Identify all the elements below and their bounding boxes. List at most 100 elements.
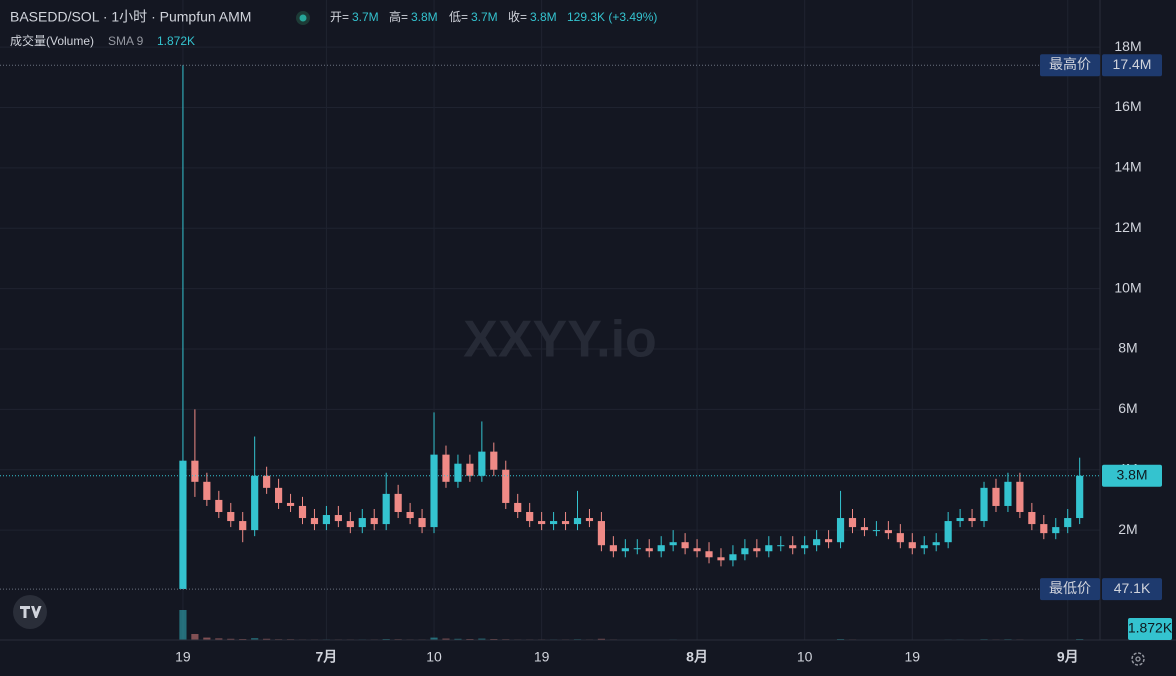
gear bbox=[1131, 652, 1145, 666]
ohlc-label: 高= bbox=[389, 9, 408, 24]
volume-bar bbox=[203, 637, 211, 640]
ohlc-label: 开= bbox=[330, 10, 349, 24]
ohlc-value: 3.8M bbox=[530, 10, 557, 24]
volume-bar bbox=[597, 638, 605, 640]
candle-body bbox=[538, 521, 546, 525]
candle-body bbox=[418, 518, 426, 528]
x-tick-label: 10 bbox=[797, 649, 813, 665]
volume-bar bbox=[263, 638, 271, 640]
y-tick-label: 14M bbox=[1114, 159, 1141, 175]
candle-body bbox=[406, 512, 414, 519]
x-tick-label: 19 bbox=[904, 649, 920, 665]
candle-body bbox=[944, 521, 952, 543]
candle-body bbox=[597, 521, 605, 546]
plot bbox=[179, 65, 1084, 640]
marker-label-bg bbox=[1040, 578, 1100, 601]
volume-name: 成交量(Volume) bbox=[10, 33, 94, 48]
candle-body bbox=[741, 548, 749, 555]
volume-bar bbox=[227, 638, 235, 640]
candle-body bbox=[1004, 481, 1012, 506]
marker-label: 最低价 bbox=[1049, 580, 1091, 596]
candle-body bbox=[848, 518, 857, 528]
price-badge-value: 17.4M bbox=[1113, 56, 1152, 72]
candle-body bbox=[705, 551, 713, 558]
candle-body bbox=[251, 475, 259, 531]
candle-body bbox=[334, 515, 342, 522]
candle-body bbox=[1052, 527, 1060, 534]
candle-body bbox=[310, 518, 319, 525]
candle-body bbox=[454, 463, 462, 482]
settings-button[interactable] bbox=[1131, 652, 1145, 666]
price-badge-value: 3.8M bbox=[1116, 466, 1147, 482]
price-badge bbox=[1102, 464, 1162, 487]
candle-body bbox=[908, 542, 916, 549]
logo-mark bbox=[20, 606, 42, 618]
candle-body bbox=[765, 545, 773, 552]
candle-body bbox=[550, 521, 558, 525]
tradingview-logo[interactable] bbox=[13, 595, 47, 629]
candle-body bbox=[561, 521, 570, 525]
logo-bg bbox=[13, 595, 47, 629]
y-tick-label: 12M bbox=[1114, 219, 1141, 235]
candle-body bbox=[490, 451, 498, 470]
candle-body bbox=[442, 454, 450, 482]
volume-indicator: SMA 9 bbox=[108, 34, 144, 48]
volume-badge bbox=[1128, 618, 1172, 640]
candle-body bbox=[872, 530, 880, 532]
candle-body bbox=[777, 545, 785, 547]
y-tick-label: 10M bbox=[1114, 279, 1141, 295]
y-tick-label: 8M bbox=[1118, 340, 1137, 356]
x-tick-label: 9月 bbox=[1057, 649, 1079, 665]
candle-body bbox=[358, 518, 366, 528]
candle-body bbox=[478, 451, 486, 476]
candle-body bbox=[693, 548, 701, 552]
x-tick-label: 7月 bbox=[316, 649, 338, 665]
candle-body bbox=[896, 533, 904, 543]
volume-bar bbox=[251, 638, 259, 640]
candle-body bbox=[382, 493, 390, 525]
candle-body bbox=[860, 527, 869, 531]
volume-bar bbox=[442, 638, 450, 640]
candle-body bbox=[681, 542, 689, 549]
volume-badge-value: 1.872K bbox=[1128, 620, 1173, 636]
candle-body bbox=[657, 545, 665, 552]
candle-body bbox=[717, 557, 725, 561]
candle-body bbox=[370, 518, 378, 525]
candle-body bbox=[956, 518, 964, 522]
candle-body bbox=[1040, 524, 1048, 534]
y-tick-label: 2M bbox=[1118, 521, 1137, 537]
gear-hub bbox=[1135, 656, 1141, 662]
x-tick-label: 19 bbox=[175, 649, 191, 665]
candle-body bbox=[394, 493, 402, 512]
candle-body bbox=[884, 530, 892, 534]
candle-body bbox=[430, 454, 438, 528]
candle-body bbox=[992, 487, 1000, 506]
candle-body bbox=[633, 548, 641, 550]
candle-body bbox=[920, 545, 928, 549]
candle-body bbox=[813, 539, 821, 546]
candle-body bbox=[729, 554, 737, 561]
marker-label-bg bbox=[1040, 54, 1100, 77]
candle-body bbox=[275, 487, 283, 503]
ohlc-label: 收= bbox=[508, 10, 527, 24]
price-badge bbox=[1102, 54, 1162, 77]
x-tick-label: 8月 bbox=[686, 649, 708, 665]
candle-body bbox=[1016, 481, 1024, 512]
volume-bar bbox=[215, 638, 223, 640]
marker-label: 最高价 bbox=[1049, 56, 1091, 72]
candle-body bbox=[980, 487, 988, 522]
candle-body bbox=[1076, 475, 1084, 519]
symbol-title: BASEDD/SOL · 1小时 · Pumpfun AMM bbox=[10, 9, 251, 25]
x-tick-label: 10 bbox=[426, 649, 442, 665]
candle-body bbox=[1064, 518, 1072, 528]
candle-body bbox=[789, 545, 797, 549]
candle-body bbox=[825, 539, 833, 543]
candle-body bbox=[227, 512, 235, 522]
x-tick-label: 19 bbox=[534, 649, 550, 665]
candle-body bbox=[526, 512, 534, 522]
candle-body bbox=[203, 481, 211, 500]
volume-value: 1.872K bbox=[157, 34, 195, 48]
status-dot bbox=[299, 14, 307, 22]
